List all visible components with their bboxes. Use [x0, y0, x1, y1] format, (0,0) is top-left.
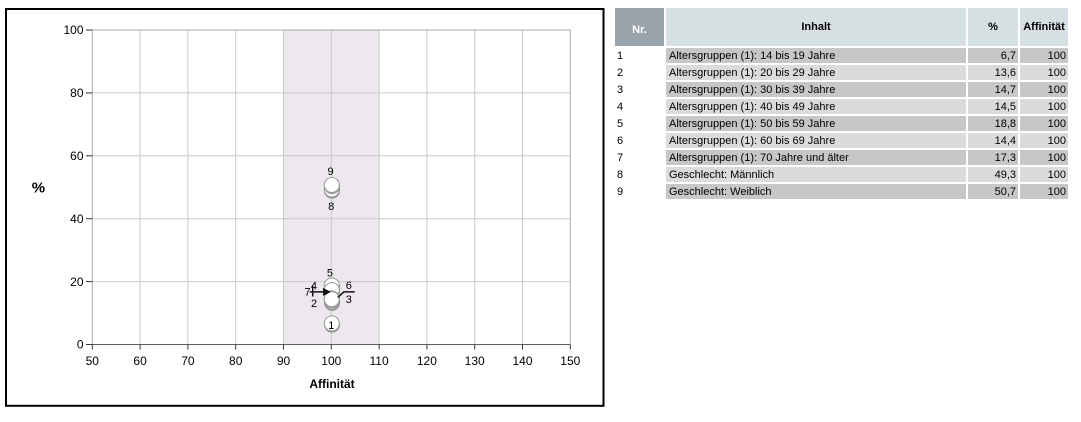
- svg-text:150: 150: [560, 354, 580, 368]
- svg-text:60: 60: [70, 149, 84, 163]
- svg-text:140: 140: [512, 354, 532, 368]
- svg-text:7: 7: [304, 287, 310, 299]
- svg-text:6: 6: [346, 280, 352, 292]
- svg-text:90: 90: [277, 354, 291, 368]
- svg-text:%: %: [32, 180, 45, 197]
- svg-text:80: 80: [229, 354, 243, 368]
- svg-text:2: 2: [311, 298, 317, 310]
- svg-text:9: 9: [328, 166, 334, 178]
- svg-text:80: 80: [70, 86, 84, 100]
- svg-text:130: 130: [465, 354, 485, 368]
- svg-text:110: 110: [370, 354, 389, 368]
- svg-text:0: 0: [77, 338, 84, 352]
- svg-text:40: 40: [70, 212, 84, 226]
- svg-text:Affinität: Affinität: [309, 377, 354, 391]
- svg-text:4: 4: [311, 281, 317, 293]
- svg-text:70: 70: [181, 354, 195, 368]
- svg-text:60: 60: [133, 354, 147, 368]
- svg-text:100: 100: [63, 23, 83, 37]
- svg-text:1: 1: [328, 320, 334, 332]
- svg-text:50: 50: [86, 354, 100, 368]
- svg-text:5: 5: [327, 268, 333, 280]
- svg-text:100: 100: [321, 354, 341, 368]
- svg-text:3: 3: [346, 294, 352, 306]
- svg-text:120: 120: [417, 354, 437, 368]
- svg-text:8: 8: [328, 201, 334, 213]
- svg-text:20: 20: [70, 275, 84, 289]
